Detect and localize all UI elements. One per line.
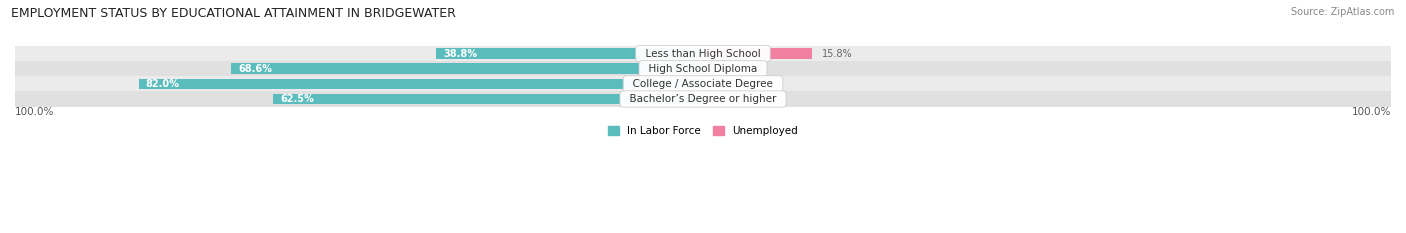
Bar (703, 94, 731, 104)
Bar (273, 94, 703, 104)
Text: College / Associate Degree: College / Associate Degree (626, 79, 780, 89)
Bar (15, 46, 1391, 61)
Bar (231, 63, 703, 74)
Legend: In Labor Force, Unemployed: In Labor Force, Unemployed (605, 122, 801, 140)
Text: 38.8%: 38.8% (443, 49, 477, 59)
Bar (15, 91, 1391, 106)
Text: 100.0%: 100.0% (1351, 107, 1391, 117)
Text: 15.8%: 15.8% (823, 49, 852, 59)
Bar (703, 63, 731, 74)
Bar (703, 48, 811, 59)
Text: EMPLOYMENT STATUS BY EDUCATIONAL ATTAINMENT IN BRIDGEWATER: EMPLOYMENT STATUS BY EDUCATIONAL ATTAINM… (11, 7, 456, 20)
Text: 68.6%: 68.6% (238, 64, 271, 74)
Text: 0.0%: 0.0% (741, 94, 765, 104)
Bar (436, 48, 703, 59)
Text: Bachelor’s Degree or higher: Bachelor’s Degree or higher (623, 94, 783, 104)
Text: 100.0%: 100.0% (15, 107, 55, 117)
Text: 62.5%: 62.5% (280, 94, 314, 104)
Text: High School Diploma: High School Diploma (643, 64, 763, 74)
Bar (139, 79, 703, 89)
Bar (15, 76, 1391, 91)
Text: 82.0%: 82.0% (146, 79, 180, 89)
Bar (15, 61, 1391, 76)
Text: 0.0%: 0.0% (741, 64, 765, 74)
Text: 0.0%: 0.0% (741, 79, 765, 89)
Text: Source: ZipAtlas.com: Source: ZipAtlas.com (1291, 7, 1395, 17)
Bar (703, 79, 731, 89)
Text: Less than High School: Less than High School (638, 49, 768, 59)
